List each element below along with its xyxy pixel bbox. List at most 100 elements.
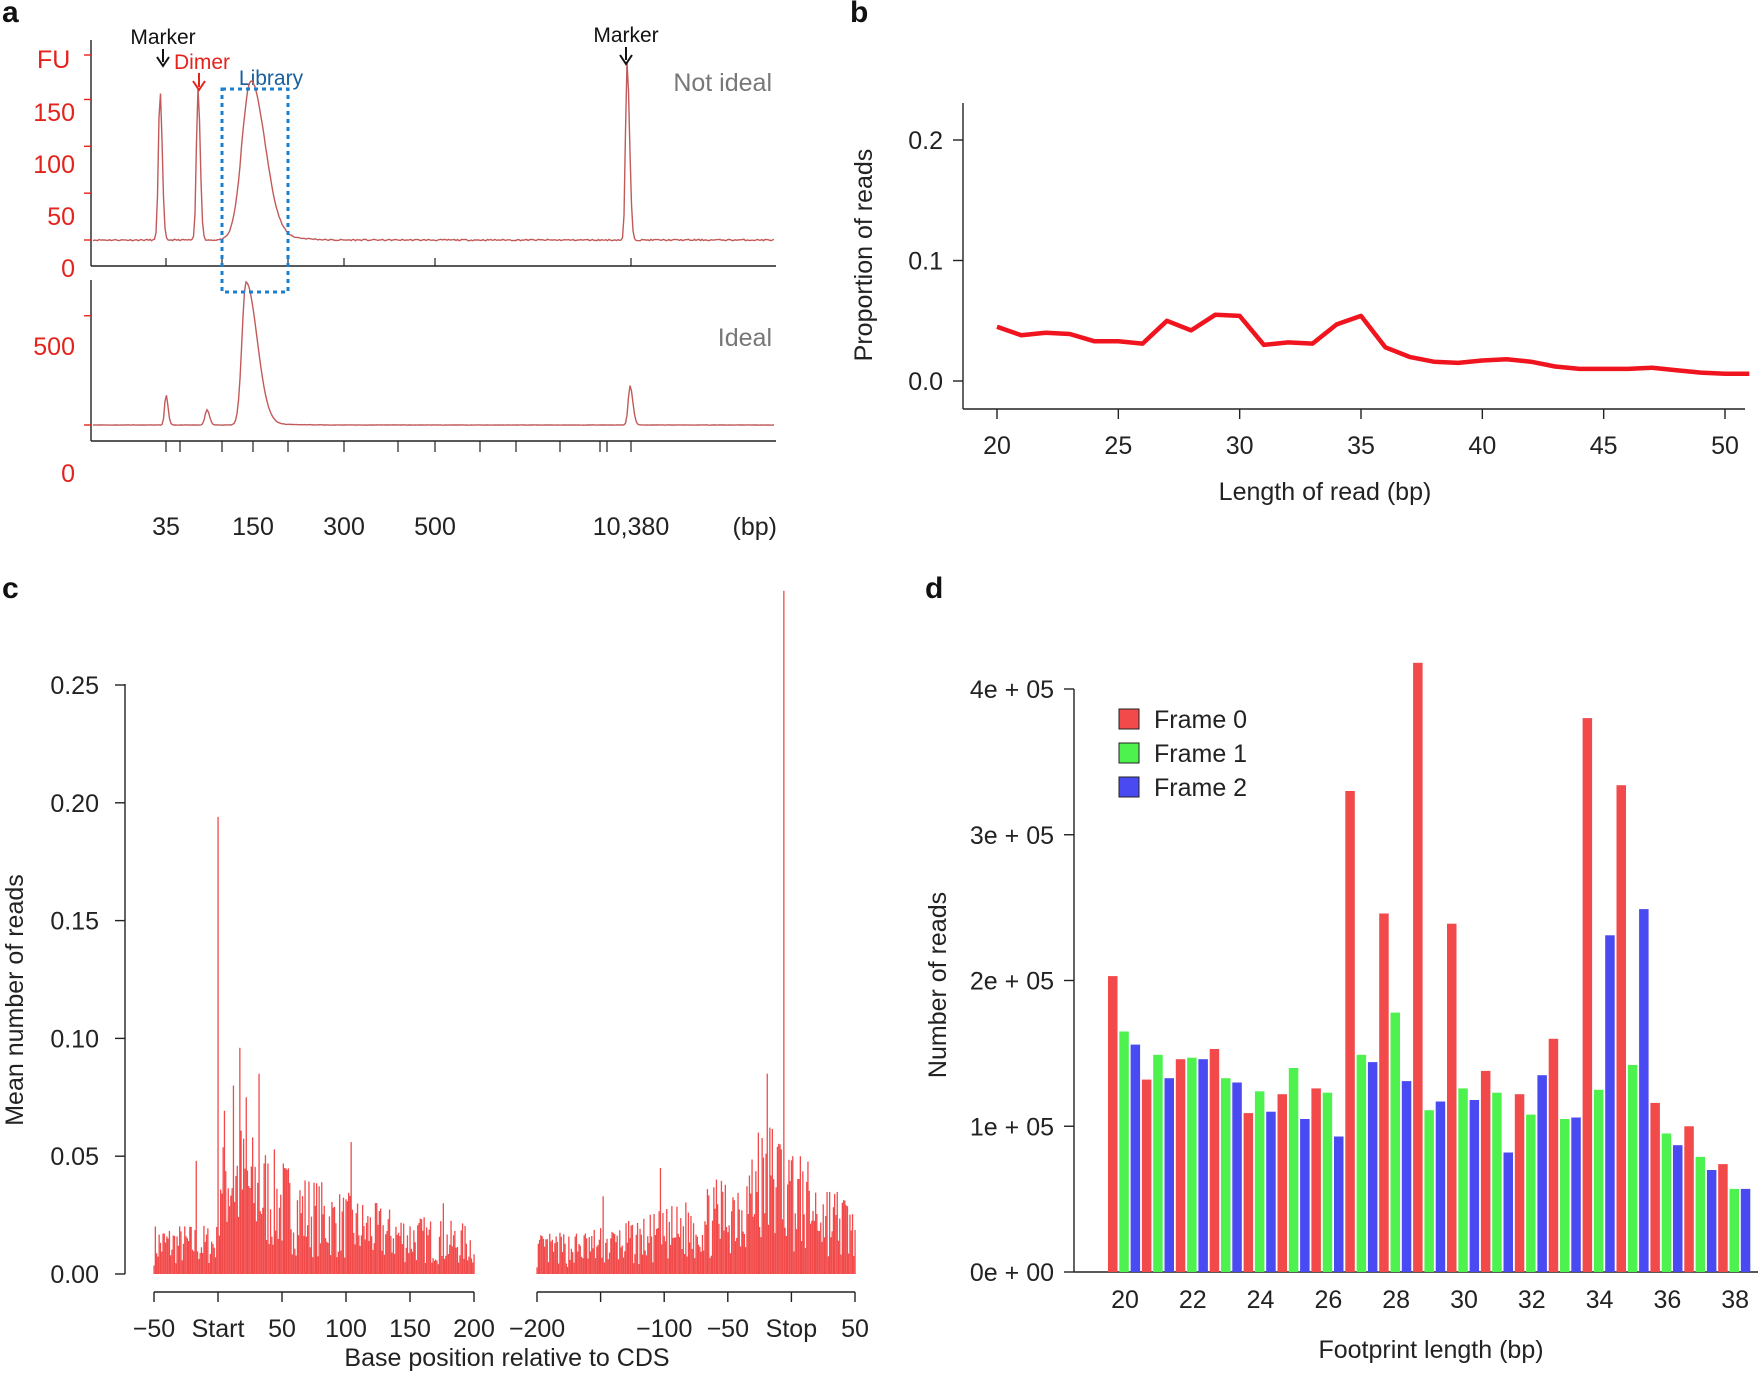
panel-c-left-bar xyxy=(190,1227,192,1274)
panel-c-left-bar xyxy=(451,1246,453,1274)
panel-c-left-bar xyxy=(189,1226,191,1274)
panel-c-left-bar xyxy=(181,1260,183,1274)
panel-c-left-bar xyxy=(369,1217,371,1274)
panel-c-right-bar xyxy=(685,1202,687,1274)
panel-d-xtick-label: 38 xyxy=(1721,1286,1749,1314)
panel-c-right-bar xyxy=(803,1214,805,1274)
panel-c-right-bar xyxy=(546,1239,548,1274)
panel-c-right-bar xyxy=(780,1149,782,1274)
panel-c-right-bar xyxy=(584,1233,586,1274)
panel-c-left-bar xyxy=(278,1207,281,1274)
panel-c-right-bar xyxy=(600,1228,602,1274)
panel-c-ytick-label: 0.05 xyxy=(50,1143,99,1171)
panel-c-left-bar xyxy=(162,1233,164,1274)
panel-c-right-bar xyxy=(586,1238,588,1274)
panel-c-right-bar xyxy=(708,1195,710,1274)
panel-c-left-bar xyxy=(381,1250,383,1274)
panel-c-right-bar xyxy=(742,1231,744,1274)
panel-c-right-bar xyxy=(656,1229,658,1274)
panel-c-right-bar xyxy=(714,1208,716,1274)
panel-c-right-bar xyxy=(594,1258,597,1274)
panel-c-right-bar xyxy=(756,1191,758,1274)
panel-d-bar-frame-2 xyxy=(1334,1136,1344,1272)
panel-d-bar-frame-2 xyxy=(1706,1170,1717,1272)
panel-c-right-bar xyxy=(582,1258,584,1274)
panel-c-right-bar xyxy=(569,1259,571,1274)
panel-c-left-bar xyxy=(463,1258,465,1274)
panel-c-left-bar xyxy=(406,1235,409,1274)
panel-a-xtick-300: 300 xyxy=(323,513,365,541)
panel-c-left-bar xyxy=(433,1260,435,1274)
panel-label-d: d xyxy=(925,572,943,605)
panel-c-left-bar xyxy=(259,1211,261,1274)
panel-c-left-bar xyxy=(298,1235,300,1274)
panel-d-bar-frame-1 xyxy=(1288,1068,1299,1272)
panel-c-left-bar xyxy=(469,1240,471,1274)
panel-a-annotation-marker-left: Marker xyxy=(130,26,195,49)
panel-c-right-bar xyxy=(844,1200,846,1274)
panel-c-right-bar xyxy=(830,1237,832,1274)
panel-c-left-bar xyxy=(330,1255,332,1274)
panel-c-left-bar xyxy=(388,1209,391,1274)
panel-c-left-bar xyxy=(424,1263,427,1274)
panel-c-left-bar xyxy=(258,1073,260,1274)
panel-c-left-bar xyxy=(405,1247,407,1274)
panel-c-left-bar xyxy=(236,1165,238,1274)
panel-a-top-ytick-100: 100 xyxy=(33,151,75,179)
panel-c-left-bar xyxy=(387,1219,389,1274)
panel-c-right-bar xyxy=(597,1244,599,1274)
panel-c-right-bar xyxy=(760,1237,762,1274)
panel-d-bar-frame-0 xyxy=(1616,785,1626,1272)
panel-c-right-bar xyxy=(587,1258,589,1274)
panel-b-xtick-label: 20 xyxy=(983,432,1011,460)
panel-d-bar-frame-1 xyxy=(1221,1078,1231,1272)
panel-c-right-bar xyxy=(771,1129,773,1274)
panel-c-left-bar xyxy=(305,1236,307,1274)
panel-c-left-bar xyxy=(225,1171,227,1274)
panel-c-left-bar xyxy=(350,1142,352,1274)
panel-c-right-bar xyxy=(703,1250,705,1274)
panel-c-right-bar xyxy=(552,1251,555,1274)
panel-c-right-bar xyxy=(607,1259,609,1274)
panel-c-right-bar xyxy=(578,1244,580,1274)
panel-c-right-bar xyxy=(694,1258,696,1274)
panel-c-right-bar xyxy=(605,1242,607,1274)
panel-c-right-bar xyxy=(615,1242,617,1274)
panel-c-left-bar xyxy=(277,1239,279,1274)
panel-c-left-bar xyxy=(318,1186,320,1274)
panel-c-right-bar xyxy=(829,1191,831,1274)
panel-c-left-bar xyxy=(354,1244,356,1274)
panel-c-left-bar xyxy=(156,1253,158,1274)
panel-c-right-bar xyxy=(832,1207,835,1274)
panel-c-left-bar xyxy=(319,1243,322,1274)
panel-c-right-bar xyxy=(822,1204,824,1274)
panel-c-left-bar xyxy=(419,1218,421,1274)
panel-c-left-bar xyxy=(303,1235,305,1274)
panel-c-left-bar xyxy=(321,1182,323,1274)
panel-d-bar-frame-2 xyxy=(1537,1075,1547,1272)
panel-b-ylabel: Proportion of reads xyxy=(850,149,878,362)
panel-c-left-bar xyxy=(289,1183,291,1274)
panel-c-right-xtick-label: −200 xyxy=(509,1315,565,1343)
panel-c-right-bar xyxy=(792,1156,794,1274)
panel-c-left-bar xyxy=(153,1265,155,1274)
panel-c-right-bar xyxy=(827,1256,829,1274)
panel-c-right-bar xyxy=(577,1251,579,1274)
panel-c-right-bar xyxy=(591,1236,593,1274)
panel-c-right-bar xyxy=(750,1193,752,1274)
panel-c-left-bar xyxy=(314,1205,316,1274)
panel-c-left-bar xyxy=(228,1206,231,1274)
panel-c-right-bar xyxy=(606,1238,608,1274)
legend-label-frame-0: Frame 0 xyxy=(1154,706,1247,734)
panel-a-xunit: (bp) xyxy=(733,513,777,541)
panel-c-left-bar xyxy=(163,1233,165,1274)
panel-c-right-bar xyxy=(666,1209,668,1274)
panel-c-right-bar xyxy=(650,1236,653,1274)
panel-c-right-bar xyxy=(849,1214,851,1274)
panel-c-right-bar xyxy=(561,1252,564,1274)
panel-c-right-bar xyxy=(762,1157,765,1274)
panel-c-left-bar xyxy=(422,1230,424,1274)
panel-c-right-bar xyxy=(560,1236,562,1274)
panel-c-left-bar xyxy=(452,1235,455,1274)
